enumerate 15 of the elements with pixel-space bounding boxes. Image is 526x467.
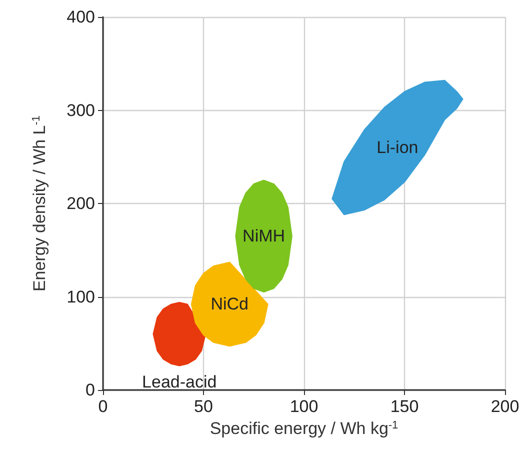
x-tick-label: 200 [490, 397, 520, 416]
series-label: NiCd [210, 294, 249, 314]
x-tick-label: 150 [390, 397, 419, 416]
x-tick-label: 50 [194, 397, 213, 416]
y-tick-label: 0 [86, 380, 95, 400]
x-tick-label: 100 [290, 397, 318, 416]
x-tick-label: 0 [98, 397, 108, 416]
y-tick-label: 100 [66, 287, 95, 306]
y-axis-title: Energy density / Wh L-1 [30, 115, 49, 292]
series-label: Lead-acid [142, 372, 217, 392]
series-label: NiMH [242, 226, 286, 246]
series-label: Li-ion [376, 138, 418, 158]
y-tick-label: 400 [66, 8, 95, 26]
y-tick-label: 300 [66, 100, 95, 120]
y-tick-label: 200 [66, 194, 95, 213]
